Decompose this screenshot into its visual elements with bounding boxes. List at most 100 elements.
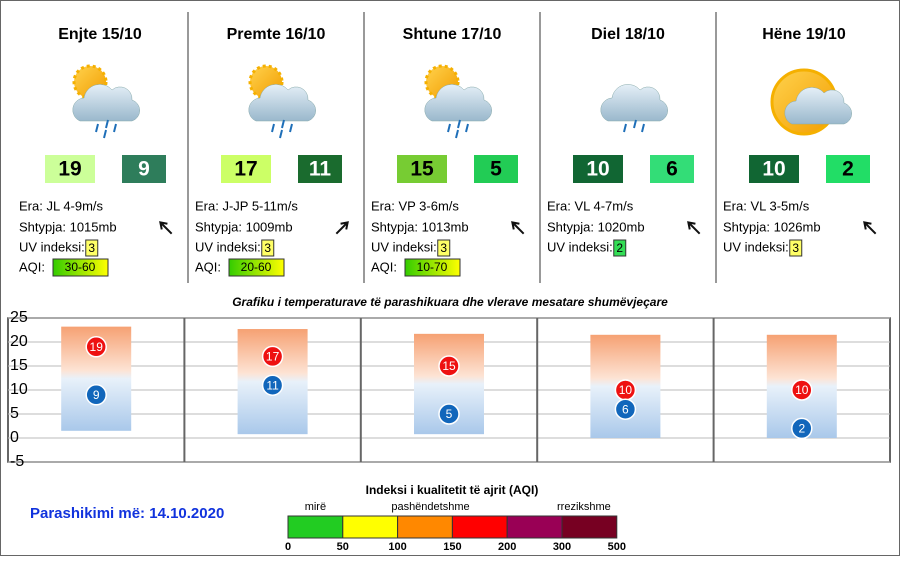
max-marker-label: 17 <box>266 350 280 364</box>
min-box <box>474 155 518 183</box>
min-temp: 6 <box>666 158 678 181</box>
day-title: Hëne 19/10 <box>762 26 846 43</box>
rain-drop <box>457 119 461 129</box>
aqi-tick-label: 0 <box>285 541 291 553</box>
aqi-tick-label: 50 <box>337 541 349 553</box>
aqi-box <box>228 258 285 277</box>
max-box <box>573 155 623 183</box>
uv-box <box>85 239 99 257</box>
min-box <box>650 155 694 183</box>
y-tick-label: 20 <box>10 333 28 350</box>
day-title: Enjte 15/10 <box>58 26 142 43</box>
min-box <box>122 155 166 183</box>
max-marker-label: 19 <box>90 340 104 354</box>
aqi-segment <box>506 515 563 539</box>
rain-drop <box>271 123 275 133</box>
cloud <box>72 84 140 122</box>
max-box <box>221 155 271 183</box>
min-marker <box>85 384 107 406</box>
rain-drop <box>113 123 117 133</box>
uv-label: UV indeksi: <box>371 239 437 254</box>
rain-drop <box>465 123 469 133</box>
wind-arrow <box>863 221 877 235</box>
max-marker <box>261 345 284 368</box>
pressure: Shtypja: 1020mb <box>547 219 645 234</box>
rain-drop <box>633 119 637 129</box>
uv-label: UV indeksi: <box>195 239 261 254</box>
aqi-segment <box>287 515 344 539</box>
max-temp: 19 <box>58 158 81 181</box>
chart-title: Grafiku i temperaturave të parashikuara … <box>232 295 668 309</box>
aqi-value: 20-60 <box>241 260 272 274</box>
weather-icon <box>248 64 316 139</box>
uv-value: 3 <box>440 241 447 255</box>
aqi-value: 30-60 <box>65 260 96 274</box>
max-marker-label: 15 <box>442 359 456 373</box>
wind-arrow <box>511 221 525 235</box>
min-marker-label: 5 <box>446 407 453 421</box>
y-tick-label: 15 <box>10 357 28 374</box>
rain-drop <box>95 123 99 133</box>
y-tick-label: 25 <box>10 309 28 326</box>
cloud <box>784 87 852 125</box>
y-tick-label: 0 <box>10 429 19 446</box>
uv-box <box>789 239 803 257</box>
uv-value: 3 <box>264 241 271 255</box>
forecast-date: Parashikimi më: 14.10.2020 <box>30 505 224 522</box>
rain-drop <box>281 119 285 129</box>
uv-label: UV indeksi: <box>547 239 613 254</box>
cloud <box>600 84 668 122</box>
min-box <box>826 155 870 183</box>
max-box <box>45 155 95 183</box>
aqi-category: rrezikshme <box>557 501 611 513</box>
max-temp: 10 <box>586 158 609 181</box>
rain-drop <box>447 123 451 133</box>
min-temp: 11 <box>309 158 332 181</box>
min-marker <box>438 403 460 425</box>
weather-icon <box>600 84 668 133</box>
cloud <box>424 84 492 122</box>
min-temp: 5 <box>490 158 502 181</box>
wind: Era: VP 3-6m/s <box>371 198 459 213</box>
aqi-segment <box>397 515 453 539</box>
aqi-title: Indeksi i kualitetit të ajrit (AQI) <box>366 483 539 497</box>
uv-box <box>261 239 275 257</box>
max-marker <box>85 336 107 358</box>
cloud <box>248 84 316 122</box>
min-marker <box>261 374 284 396</box>
max-marker-label: 10 <box>619 383 633 397</box>
rain-drop <box>623 123 627 133</box>
aqi-tick-label: 500 <box>608 541 626 553</box>
uv-label: UV indeksi: <box>723 239 789 254</box>
wind: Era: VL 4-7m/s <box>547 198 634 213</box>
min-box <box>298 155 342 183</box>
wind-arrow <box>159 221 173 235</box>
aqi-category: pashëndetshme <box>391 501 469 513</box>
min-marker-label: 6 <box>622 402 629 416</box>
uv-box <box>613 239 627 257</box>
min-temp: 2 <box>842 158 854 181</box>
y-tick-label: -5 <box>10 453 24 470</box>
max-marker <box>791 379 813 401</box>
weather-icon <box>72 64 140 139</box>
day-title: Premte 16/10 <box>227 26 326 43</box>
min-temp: 9 <box>138 158 150 181</box>
rain-drop <box>279 129 283 139</box>
rain-drop <box>641 123 645 133</box>
max-temp: 17 <box>234 158 257 181</box>
y-tick-label: 5 <box>10 405 19 422</box>
wind: Era: J-JP 5-11m/s <box>195 198 298 213</box>
y-tick-label: 10 <box>10 381 28 398</box>
pressure: Shtypja: 1015mb <box>19 219 117 234</box>
rain-drop <box>103 129 107 139</box>
aqi-value: 10-70 <box>417 260 448 274</box>
aqi-category: mirë <box>305 501 326 513</box>
uv-value: 3 <box>88 241 95 255</box>
aqi-segment <box>342 515 399 539</box>
uv-box <box>437 239 451 257</box>
pressure: Shtypja: 1009mb <box>195 219 293 234</box>
aqi-box <box>404 258 461 277</box>
max-temp: 15 <box>410 158 434 181</box>
pressure: Shtypja: 1026mb <box>723 219 821 234</box>
